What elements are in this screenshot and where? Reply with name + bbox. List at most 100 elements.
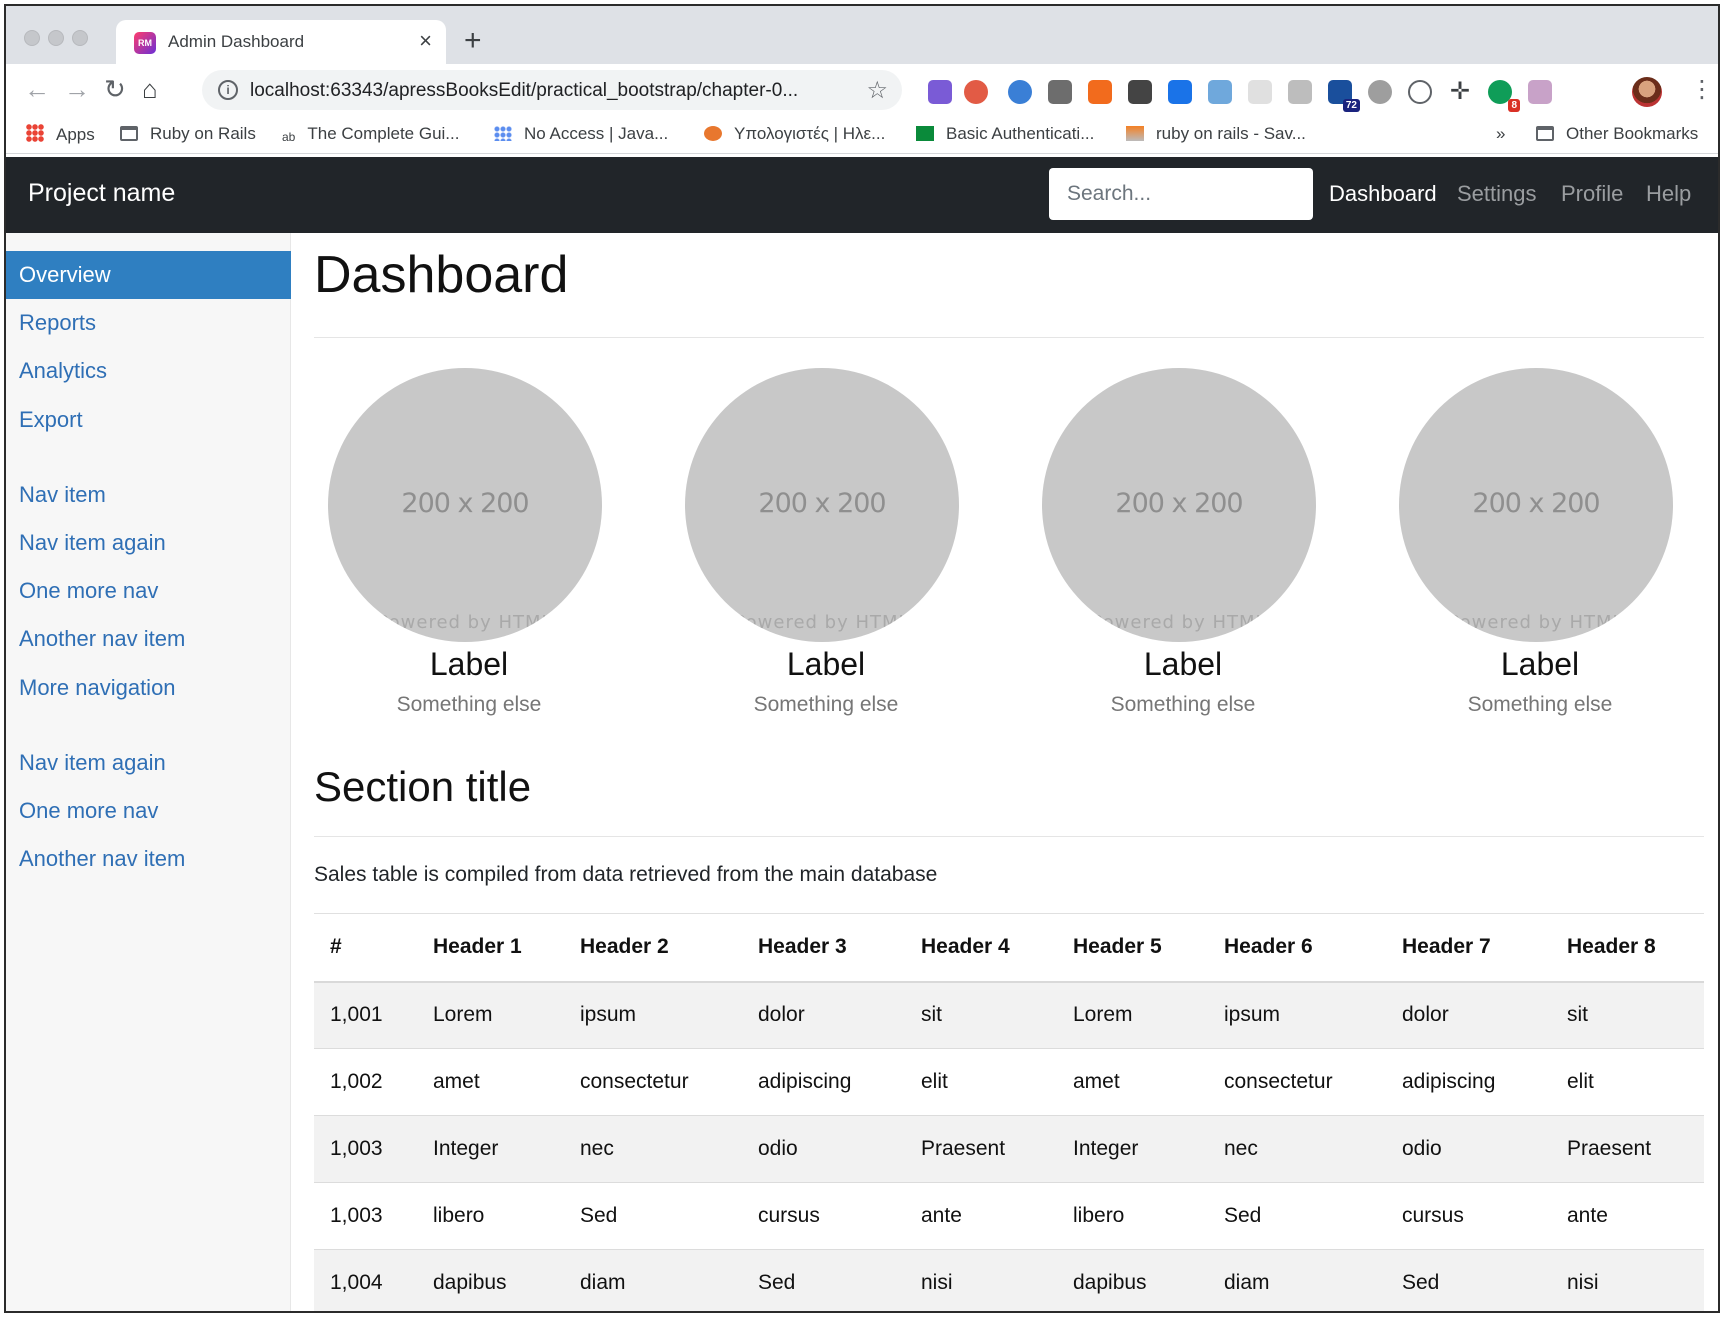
browser-tab[interactable]: RM Admin Dashboard × xyxy=(116,20,446,64)
rainbow-extension-icon[interactable] xyxy=(1528,80,1552,104)
chat-extension-icon[interactable] xyxy=(1288,80,1312,104)
sidebar-item-another-nav-item-2[interactable]: Another nav item xyxy=(19,846,186,871)
bookmark-complete-guide[interactable]: ab The Complete Gui... xyxy=(282,124,460,144)
bookmark-basic-authentication[interactable]: Basic Authenticati... xyxy=(916,124,1094,144)
table-cell: Sed xyxy=(1386,1249,1551,1311)
table-cell: Sed xyxy=(742,1249,905,1311)
table-cell: ante xyxy=(905,1182,1057,1250)
table-cell: dolor xyxy=(1386,981,1551,1049)
column-header[interactable]: Header 8 xyxy=(1551,913,1704,983)
bookmark-other-bookmarks[interactable]: Other Bookmarks xyxy=(1536,124,1698,144)
column-header[interactable]: Header 3 xyxy=(742,913,905,983)
sidebar-item-nav-item-again[interactable]: Nav item again xyxy=(19,530,166,555)
table-cell: sit xyxy=(1551,981,1704,1049)
folder-extension-icon[interactable]: 72 xyxy=(1328,80,1360,112)
reload-icon[interactable]: ↻ xyxy=(104,74,126,104)
table-cell: 1,004 xyxy=(314,1249,417,1311)
download-extension-icon[interactable] xyxy=(1168,80,1192,104)
sidebar-item-one-more-nav-2[interactable]: One more nav xyxy=(19,798,159,823)
move-extension-icon[interactable]: ✛ xyxy=(1449,78,1471,105)
site-icon xyxy=(704,126,722,141)
table-cell: 1,002 xyxy=(314,1048,417,1116)
sidebar-item-analytics[interactable]: Analytics xyxy=(19,358,108,383)
table-row: 1,003 Integer nec odio Praesent Integer … xyxy=(314,1115,1704,1183)
maximize-window-button[interactable] xyxy=(72,30,88,46)
people-extension-icon[interactable] xyxy=(964,80,988,104)
search-input[interactable] xyxy=(1049,168,1313,220)
column-header[interactable]: Header 4 xyxy=(905,913,1057,983)
sidebar-item-another-nav-item[interactable]: Another nav item xyxy=(19,626,186,651)
bookmark-apps[interactable]: Apps xyxy=(26,124,95,145)
opera-extension-icon[interactable] xyxy=(1008,80,1032,104)
bookmarks-overflow-icon[interactable]: » xyxy=(1496,124,1506,143)
sidebar-item-nav-item[interactable]: Nav item xyxy=(19,482,106,507)
table-cell: Lorem xyxy=(1057,981,1208,1049)
table-cell: amet xyxy=(417,1048,564,1116)
sidebar-item-reports[interactable]: Reports xyxy=(19,310,97,335)
orange-extension-icon[interactable] xyxy=(1088,80,1112,104)
menu-kebab-icon[interactable]: ⋮ xyxy=(1690,76,1714,103)
green-extension-icon[interactable]: 8 xyxy=(1488,80,1520,112)
minimize-window-button[interactable] xyxy=(48,30,64,46)
eyedropper-extension-icon[interactable] xyxy=(928,80,952,104)
sidebar-item-one-more-nav[interactable]: One more nav xyxy=(19,578,159,603)
lightbulb-extension-icon[interactable] xyxy=(1128,80,1152,104)
column-header[interactable]: Header 5 xyxy=(1057,913,1208,983)
speed-extension-icon[interactable] xyxy=(1208,80,1232,104)
card-label: Label xyxy=(1143,646,1223,682)
grid-extension-icon[interactable] xyxy=(1248,80,1272,104)
column-header[interactable]: Header 6 xyxy=(1208,913,1386,983)
forward-arrow-icon[interactable]: → xyxy=(64,74,90,104)
column-header[interactable]: Header 1 xyxy=(417,913,564,983)
sidebar-item-overview[interactable]: Overview xyxy=(6,251,291,299)
table-cell: Sed xyxy=(1208,1182,1386,1250)
table-cell: nisi xyxy=(1551,1249,1704,1311)
card-label: Label xyxy=(786,646,866,682)
site-info-icon[interactable]: i xyxy=(218,80,238,100)
sidebar-item-export[interactable]: Export xyxy=(19,407,83,432)
table-cell: nec xyxy=(564,1115,742,1183)
home-icon[interactable]: ⌂ xyxy=(142,74,158,104)
table-cell: dolor xyxy=(742,981,905,1049)
site-icon xyxy=(494,126,512,141)
table-cell: consectetur xyxy=(1208,1048,1386,1116)
bookmark-ypologistes[interactable]: Υπολογιστές | Ηλε... xyxy=(704,124,885,144)
table-cell: Integer xyxy=(1057,1115,1208,1183)
table-cell: ipsum xyxy=(1208,981,1386,1049)
tab-close-icon[interactable]: × xyxy=(419,28,432,53)
table-cell: ipsum xyxy=(564,981,742,1049)
placeholder-dimensions: 200 x 200 xyxy=(401,488,529,519)
table-cell: elit xyxy=(1551,1048,1704,1116)
card-subtext: Something else xyxy=(396,693,542,716)
close-window-button[interactable] xyxy=(24,30,40,46)
column-header[interactable]: # xyxy=(314,913,417,983)
sidebar-item-nav-item-again-2[interactable]: Nav item again xyxy=(19,750,166,775)
folder-icon xyxy=(120,126,138,141)
bookmark-star-icon[interactable]: ☆ xyxy=(866,77,888,104)
table-cell: dapibus xyxy=(1057,1249,1208,1311)
a-extension-icon[interactable] xyxy=(1408,80,1432,104)
nav-dashboard-link[interactable]: Dashboard xyxy=(1329,181,1437,206)
column-header[interactable]: Header 2 xyxy=(564,913,742,983)
placeholder-image: 200 x 200 Powered by HTML xyxy=(328,368,602,642)
globe-extension-icon[interactable] xyxy=(1368,80,1392,104)
placeholder-watermark: Powered by HTML xyxy=(1091,612,1267,633)
c-extension-icon[interactable] xyxy=(1048,80,1072,104)
navbar-brand[interactable]: Project name xyxy=(28,179,176,207)
table-cell: 1,003 xyxy=(314,1182,417,1250)
new-tab-button[interactable]: + xyxy=(464,24,482,57)
table-cell: 1,003 xyxy=(314,1115,417,1183)
bookmark-ruby-on-rails[interactable]: Ruby on Rails xyxy=(120,124,256,144)
nav-settings-link[interactable]: Settings xyxy=(1457,181,1537,206)
rubymine-favicon-icon: RM xyxy=(134,32,156,54)
bookmark-no-access[interactable]: No Access | Java... xyxy=(494,124,668,144)
address-bar[interactable]: i localhost:63343/apressBooksEdit/practi… xyxy=(202,70,902,110)
back-arrow-icon[interactable]: ← xyxy=(24,74,50,104)
nav-help-link[interactable]: Help xyxy=(1646,181,1692,206)
table-cell: diam xyxy=(564,1249,742,1311)
bookmark-ruby-on-rails-save[interactable]: ruby on rails - Sav... xyxy=(1126,124,1306,144)
column-header[interactable]: Header 7 xyxy=(1386,913,1551,983)
profile-avatar[interactable] xyxy=(1632,77,1662,107)
sidebar-item-more-navigation[interactable]: More navigation xyxy=(19,675,176,700)
nav-profile-link[interactable]: Profile xyxy=(1561,181,1624,206)
